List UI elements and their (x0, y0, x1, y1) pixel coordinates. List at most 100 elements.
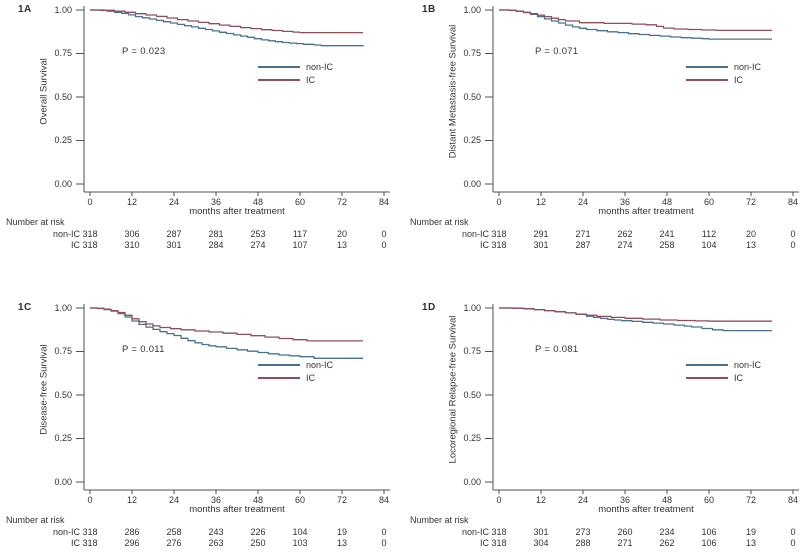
km-plot-1a (76, 6, 390, 196)
legend-label-ic: IC (306, 74, 315, 85)
risk-value: 318 (82, 538, 98, 548)
x-tick-label: 24 (168, 495, 179, 505)
y-tick-label: 0.50 (463, 389, 481, 400)
p-value-label: P = 0.081 (535, 344, 579, 355)
y-tick-label: 0.00 (463, 476, 481, 487)
risk-value: 19 (745, 526, 756, 537)
x-tick-label: 60 (294, 495, 305, 505)
risk-value: 234 (659, 526, 675, 537)
risk-value: 263 (208, 538, 224, 548)
x-tick-label: 48 (661, 197, 672, 207)
x-tick-label: 36 (619, 495, 630, 505)
risk-value: 250 (250, 538, 266, 548)
risk-value: 0 (381, 228, 387, 239)
risk-value: 287 (166, 228, 182, 239)
panel-1c: 1C 1.00 0.75 0.50 0.25 0.00 0 12 24 36 48 60 72 84 Dis… (0, 278, 404, 556)
risk-value: 0 (381, 526, 387, 537)
risk-value: 273 (575, 526, 591, 537)
risk-value: 117 (292, 228, 308, 239)
risk-table-header: Number at risk (6, 515, 65, 525)
x-tick-label: 60 (703, 495, 714, 505)
risk-row-label: non-IC (52, 228, 80, 239)
x-tick-label: 36 (619, 197, 630, 207)
x-axis-title: months after treatment (189, 504, 285, 515)
y-tick-label: 0.25 (463, 135, 481, 145)
curve-ic (499, 9, 772, 32)
legend-label-non-ic: non-IC (734, 61, 762, 72)
y-tick-label: 0.75 (54, 346, 72, 356)
risk-value: 0 (790, 240, 796, 250)
x-tick-label: 0 (496, 197, 502, 207)
panel-corner-label: 1B (422, 4, 436, 15)
risk-value: 226 (250, 526, 266, 537)
risk-value: 318 (82, 526, 98, 537)
risk-value: 20 (336, 228, 347, 239)
legend-label-non-ic: non-IC (306, 61, 334, 72)
risk-value: 318 (82, 228, 98, 239)
risk-value: 271 (575, 228, 591, 239)
y-tick-label: 0.75 (463, 346, 481, 356)
risk-value: 281 (208, 228, 224, 239)
y-tick-label: 1.00 (54, 302, 72, 313)
y-axis-title: Distant Metastasis-free Survival (447, 24, 459, 159)
km-plot-1d (485, 304, 799, 494)
risk-row-label: non-IC (461, 228, 489, 239)
x-tick-label: 48 (252, 495, 263, 505)
risk-value: 106 (701, 538, 717, 548)
risk-value: 276 (166, 538, 182, 548)
legend-line-ic (258, 79, 300, 81)
legend-line-non-ic (258, 364, 300, 366)
y-tick-label: 0.25 (54, 135, 72, 145)
risk-value: 19 (336, 526, 347, 537)
risk-table-header: Number at risk (410, 217, 469, 227)
x-tick-label: 84 (378, 197, 389, 207)
risk-value: 318 (491, 538, 507, 548)
risk-value: 104 (292, 526, 308, 537)
km-plot-1b (485, 6, 799, 196)
x-tick-label: 72 (745, 197, 756, 207)
legend-line-non-ic (686, 364, 728, 366)
risk-table-header: Number at risk (410, 515, 469, 525)
y-tick-label: 0.00 (54, 476, 72, 487)
p-value-label: P = 0.011 (122, 344, 165, 355)
risk-value: 318 (491, 240, 507, 250)
legend-label-non-ic: non-IC (306, 359, 334, 370)
panel-1d: 1D 1.00 0.75 0.50 0.25 0.00 0 12 24 36 48 60 72 84 Loc… (404, 278, 807, 556)
risk-value: 291 (533, 228, 549, 239)
risk-value: 0 (790, 538, 796, 548)
y-tick-label: 0.75 (54, 48, 72, 58)
risk-value: 304 (533, 538, 549, 548)
risk-value: 260 (617, 526, 633, 537)
risk-value: 301 (166, 240, 182, 250)
risk-value: 318 (82, 240, 98, 250)
legend-label-ic: IC (734, 372, 743, 383)
x-tick-label: 48 (661, 495, 672, 505)
x-tick-label: 24 (577, 197, 588, 207)
risk-row-label: IC (71, 538, 80, 548)
risk-value: 301 (533, 240, 549, 250)
risk-value: 13 (745, 240, 756, 250)
panel-1a: 1A 1.00 0.75 0.50 0.25 0.00 0 12 24 36 48 60 72 84 Ove… (0, 0, 404, 278)
y-axis-title: Disease-free Survival (38, 344, 50, 435)
y-tick-label: 1.00 (463, 302, 481, 313)
risk-value: 287 (575, 240, 591, 250)
risk-value: 13 (336, 538, 347, 548)
risk-value: 0 (381, 538, 387, 548)
y-tick-label: 0.50 (463, 91, 481, 102)
risk-value: 0 (790, 228, 796, 239)
km-plot-1c (76, 304, 390, 494)
risk-value: 258 (659, 240, 675, 250)
legend-line-ic (686, 79, 728, 81)
y-tick-label: 0.50 (54, 91, 72, 102)
risk-value: 310 (124, 240, 140, 250)
x-tick-label: 12 (126, 495, 137, 505)
curve-ic (499, 307, 772, 322)
risk-row-label: IC (480, 538, 489, 548)
panel-corner-label: 1A (18, 4, 32, 15)
x-tick-label: 72 (745, 495, 756, 505)
x-axis-title: months after treatment (189, 206, 285, 217)
x-tick-label: 12 (535, 197, 546, 207)
y-tick-label: 0.75 (463, 48, 481, 58)
x-tick-label: 84 (787, 495, 798, 505)
p-value-label: P = 0.071 (535, 46, 579, 57)
